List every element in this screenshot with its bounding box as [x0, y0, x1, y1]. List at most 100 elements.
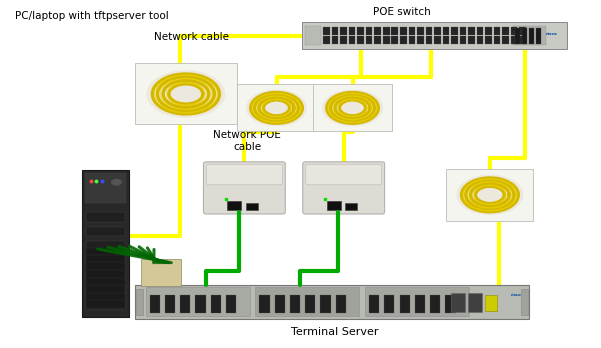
- Circle shape: [323, 90, 382, 126]
- FancyBboxPatch shape: [485, 295, 497, 310]
- FancyBboxPatch shape: [434, 36, 441, 44]
- FancyBboxPatch shape: [522, 28, 527, 44]
- Text: PC/laptop with tftpserver tool: PC/laptop with tftpserver tool: [16, 11, 169, 21]
- FancyBboxPatch shape: [135, 63, 237, 125]
- FancyBboxPatch shape: [305, 295, 316, 314]
- FancyBboxPatch shape: [86, 300, 125, 309]
- FancyBboxPatch shape: [519, 36, 526, 44]
- FancyBboxPatch shape: [313, 85, 392, 132]
- FancyBboxPatch shape: [136, 289, 143, 315]
- FancyBboxPatch shape: [409, 36, 415, 44]
- Text: Console cable: Console cable: [158, 108, 231, 118]
- FancyBboxPatch shape: [511, 36, 517, 44]
- FancyBboxPatch shape: [468, 293, 482, 312]
- FancyBboxPatch shape: [536, 28, 542, 44]
- FancyBboxPatch shape: [511, 26, 517, 35]
- FancyBboxPatch shape: [434, 26, 441, 35]
- FancyBboxPatch shape: [86, 242, 125, 251]
- FancyBboxPatch shape: [340, 36, 347, 44]
- FancyBboxPatch shape: [445, 295, 456, 314]
- FancyBboxPatch shape: [275, 295, 285, 314]
- FancyBboxPatch shape: [468, 26, 475, 35]
- FancyBboxPatch shape: [451, 36, 458, 44]
- FancyBboxPatch shape: [384, 295, 394, 314]
- FancyBboxPatch shape: [519, 26, 526, 35]
- FancyBboxPatch shape: [346, 203, 357, 210]
- FancyBboxPatch shape: [340, 26, 347, 35]
- FancyBboxPatch shape: [391, 36, 398, 44]
- FancyBboxPatch shape: [447, 169, 533, 221]
- FancyBboxPatch shape: [477, 26, 483, 35]
- Text: POE switch: POE switch: [373, 7, 431, 17]
- FancyBboxPatch shape: [383, 26, 389, 35]
- FancyBboxPatch shape: [141, 259, 182, 286]
- FancyBboxPatch shape: [494, 26, 501, 35]
- Text: Terminal Server: Terminal Server: [291, 327, 379, 337]
- FancyBboxPatch shape: [86, 212, 125, 222]
- Circle shape: [267, 102, 286, 113]
- Circle shape: [480, 189, 500, 201]
- FancyBboxPatch shape: [502, 36, 509, 44]
- FancyBboxPatch shape: [303, 162, 385, 214]
- FancyBboxPatch shape: [290, 295, 300, 314]
- Circle shape: [112, 180, 121, 185]
- FancyBboxPatch shape: [82, 170, 129, 317]
- FancyBboxPatch shape: [226, 295, 236, 314]
- FancyBboxPatch shape: [369, 295, 379, 314]
- FancyBboxPatch shape: [426, 26, 432, 35]
- FancyBboxPatch shape: [302, 22, 567, 49]
- FancyBboxPatch shape: [383, 36, 389, 44]
- FancyBboxPatch shape: [417, 36, 424, 44]
- FancyBboxPatch shape: [494, 36, 501, 44]
- FancyBboxPatch shape: [237, 85, 316, 132]
- FancyBboxPatch shape: [195, 295, 206, 314]
- FancyBboxPatch shape: [409, 26, 415, 35]
- FancyBboxPatch shape: [227, 201, 242, 210]
- FancyBboxPatch shape: [460, 36, 466, 44]
- FancyBboxPatch shape: [400, 36, 406, 44]
- FancyBboxPatch shape: [332, 36, 338, 44]
- FancyBboxPatch shape: [306, 164, 382, 185]
- FancyBboxPatch shape: [246, 203, 258, 210]
- FancyBboxPatch shape: [443, 36, 449, 44]
- FancyBboxPatch shape: [366, 36, 373, 44]
- Text: Network cable: Network cable: [154, 32, 229, 41]
- FancyBboxPatch shape: [203, 162, 285, 214]
- FancyBboxPatch shape: [349, 26, 355, 35]
- FancyBboxPatch shape: [417, 26, 424, 35]
- FancyBboxPatch shape: [513, 26, 546, 45]
- FancyBboxPatch shape: [391, 26, 398, 35]
- FancyBboxPatch shape: [443, 26, 449, 35]
- FancyBboxPatch shape: [415, 295, 425, 314]
- FancyBboxPatch shape: [451, 293, 465, 312]
- Circle shape: [246, 90, 307, 126]
- FancyBboxPatch shape: [320, 295, 331, 314]
- FancyBboxPatch shape: [150, 295, 160, 314]
- FancyBboxPatch shape: [502, 26, 509, 35]
- FancyBboxPatch shape: [86, 248, 125, 309]
- FancyBboxPatch shape: [349, 36, 355, 44]
- FancyBboxPatch shape: [135, 285, 529, 319]
- FancyBboxPatch shape: [430, 295, 441, 314]
- FancyBboxPatch shape: [327, 201, 341, 210]
- FancyBboxPatch shape: [165, 295, 175, 314]
- FancyBboxPatch shape: [400, 26, 406, 35]
- Circle shape: [343, 102, 362, 113]
- FancyBboxPatch shape: [305, 26, 321, 45]
- FancyBboxPatch shape: [332, 26, 338, 35]
- FancyBboxPatch shape: [336, 295, 346, 314]
- FancyBboxPatch shape: [86, 271, 125, 280]
- Text: Network POE
cable: Network POE cable: [213, 130, 281, 152]
- FancyBboxPatch shape: [358, 36, 364, 44]
- FancyBboxPatch shape: [460, 26, 466, 35]
- FancyBboxPatch shape: [211, 295, 221, 314]
- FancyBboxPatch shape: [255, 287, 359, 316]
- FancyBboxPatch shape: [521, 289, 528, 315]
- Circle shape: [174, 87, 198, 101]
- FancyBboxPatch shape: [468, 36, 475, 44]
- FancyBboxPatch shape: [366, 26, 373, 35]
- FancyBboxPatch shape: [374, 36, 381, 44]
- FancyBboxPatch shape: [206, 164, 282, 185]
- Circle shape: [457, 175, 523, 214]
- FancyBboxPatch shape: [86, 285, 125, 295]
